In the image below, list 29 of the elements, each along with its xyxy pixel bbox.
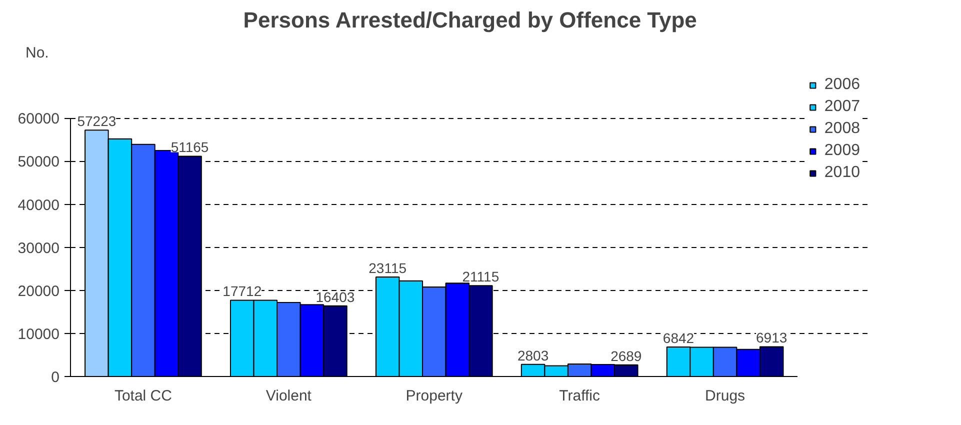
legend-label: 2010 [824,164,860,182]
data-label: 57223 [77,113,116,130]
legend-label: 2009 [824,142,860,160]
x-tick-label: Violent [266,388,312,404]
x-tick-label: Traffic [559,388,601,404]
y-axis-title: No. [26,44,49,62]
x-tick-label: Total CC [114,388,172,404]
data-label: 23115 [368,260,407,276]
y-tick-label: 60000 [18,110,60,128]
x-tick-label: Property [406,388,463,404]
y-tick-label: 30000 [18,240,60,257]
data-label: 2803 [517,347,549,364]
y-tick-label: 10000 [18,326,60,343]
data-label: 2689 [610,348,642,364]
y-tick-label: 40000 [18,196,60,214]
chart-title: Persons Arrested/Charged by Offence Type [243,8,697,32]
data-label: 51165 [170,139,209,156]
data-label: 21115 [462,268,500,285]
y-tick-label: 50000 [18,154,60,171]
legend-label: 2006 [824,76,860,94]
x-tick-label: Drugs [705,388,746,404]
data-label: 17712 [222,283,262,300]
legend-label: 2008 [824,120,860,138]
y-tick-label: 0 [51,369,60,386]
data-label: 6842 [662,330,694,346]
y-tick-label: 20000 [18,282,60,300]
data-label: 16403 [316,288,355,305]
legend-label: 2007 [824,98,860,116]
data-label: 6913 [756,330,788,346]
